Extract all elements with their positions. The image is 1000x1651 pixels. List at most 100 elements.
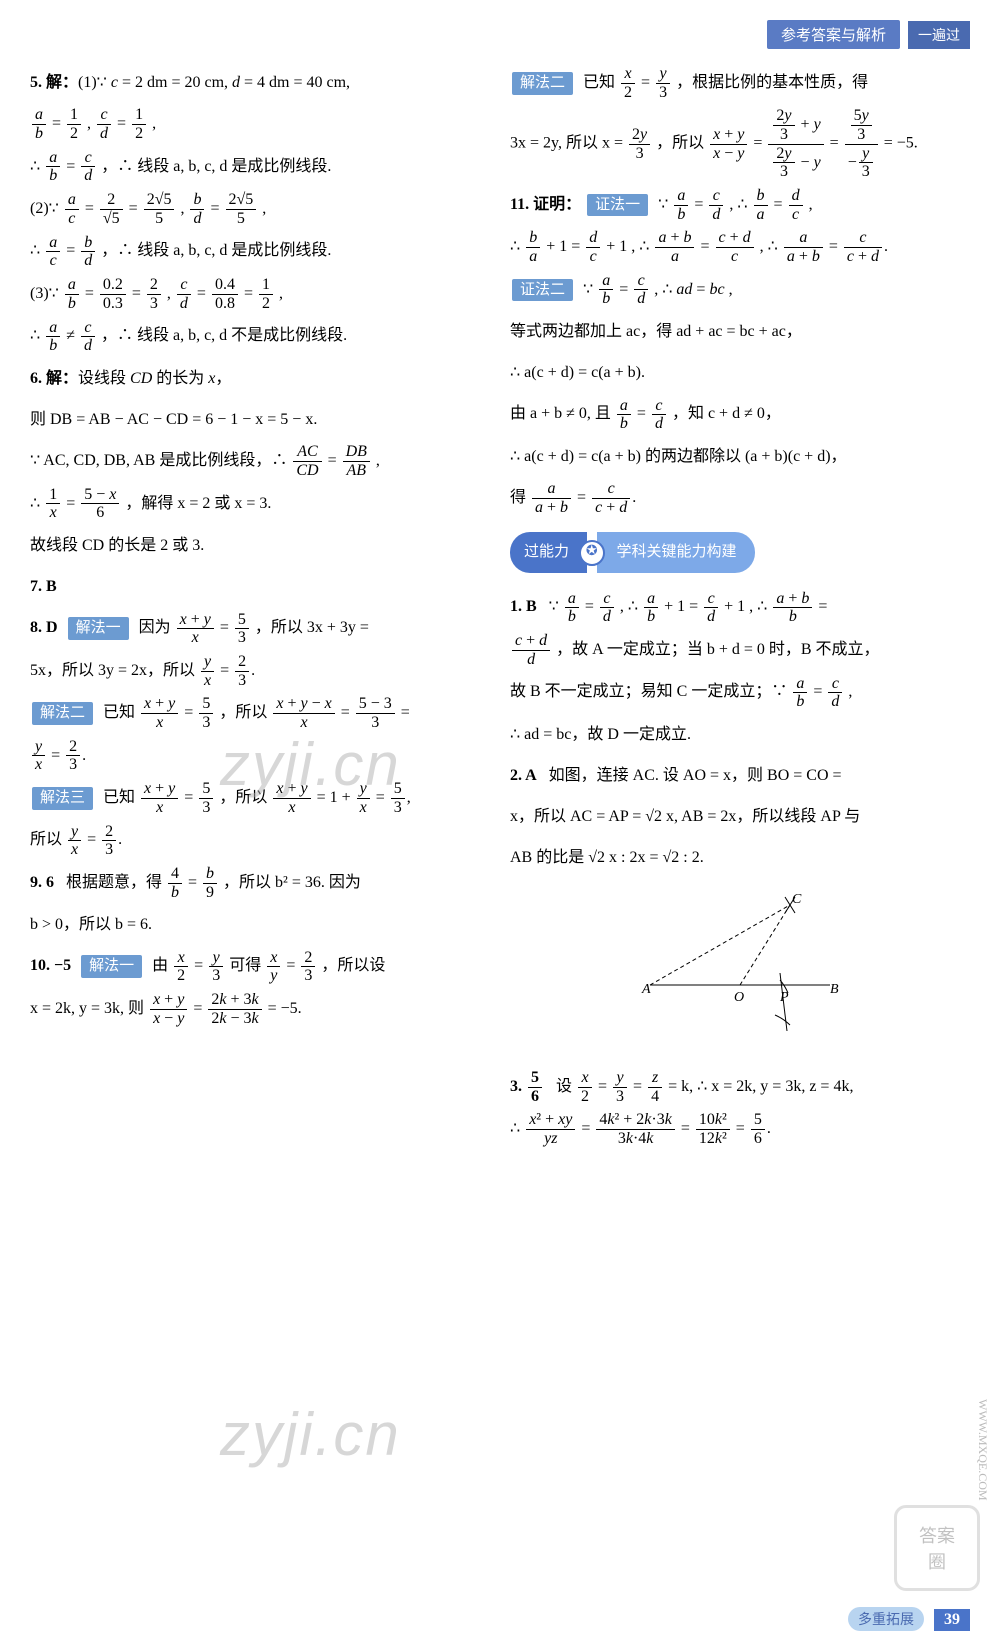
q11-p2d: 由 a + b ≠ 0, 且 ab = cd ，知 c + d ≠ 0，	[510, 396, 970, 432]
stamp-l1: 答案	[919, 1522, 955, 1548]
text: x = 2k, y = 3k, 则	[30, 1000, 144, 1017]
a1: 1. B ∵ ab = cd , ∴ ab + 1 = cd + 1 , ∴ a…	[510, 589, 970, 625]
footer-page: 39	[934, 1609, 970, 1631]
q11-p2b: 等式两边都加上 ac，得 ad + ac = bc + ac，	[510, 314, 970, 349]
q8-line2: 5x，所以 3y = 2x，所以 yx = 23.	[30, 653, 490, 689]
text: 已知	[583, 74, 615, 91]
banner-right: 学科关键能力构建	[597, 532, 755, 573]
text: ，所以	[219, 789, 267, 806]
text: ，∴ 线段 a, b, c, d 是成比例线段.	[101, 158, 331, 175]
text: ，解得 x = 2 或 x = 3.	[125, 495, 271, 512]
diagram-svg: A O P B C	[630, 885, 850, 1045]
banner-icon: ✪	[579, 540, 605, 566]
header-title: 参考答案与解析	[767, 20, 900, 49]
text: ，所以	[656, 135, 704, 152]
banner-left: 过能力	[510, 532, 587, 573]
text: 因为	[139, 619, 171, 636]
header-tab: 一遍过	[908, 21, 970, 49]
method2-tag: 解法二	[512, 72, 573, 95]
siteurl: WWW.MXQE.COM	[975, 1399, 990, 1501]
text: = k, ∴ x = 2k, y = 3k, z = 4k,	[668, 1078, 853, 1095]
label-P: P	[779, 990, 789, 1005]
q8-m2-b: yx = 23.	[30, 738, 490, 774]
text: ，故 A 一定成立；当 b + d = 0 时，B 不成立，	[556, 641, 879, 658]
q9-num: 9. 6	[30, 874, 54, 891]
method2-tag: 解法二	[32, 702, 93, 725]
text: 已知	[103, 704, 135, 721]
q5-line2: ab = 12 , cd = 12 ,	[30, 106, 490, 142]
a3-b: ∴ x² + xyyz = 4k² + 2k·3k3k·4k = 10k²12k…	[510, 1111, 970, 1147]
text: 得	[510, 489, 526, 506]
text: ，所以设	[321, 957, 385, 974]
a2: 2. A 如图，连接 AC. 设 AO = x，则 BO = CO =	[510, 758, 970, 793]
text: 已知	[103, 789, 135, 806]
q11-p2e: ∴ a(c + d) = c(a + b) 的两边都除以 (a + b)(c +…	[510, 439, 970, 474]
q11-num: 11. 证明：	[510, 196, 581, 213]
q9-b: b > 0，所以 b = 6.	[30, 907, 490, 942]
q5-line1: 5. 解：(1)∵ c = 2 dm = 20 cm, d = 4 dm = 4…	[30, 65, 490, 100]
text: 设	[556, 1078, 572, 1095]
a3: 3. 56 设 x2 = y3 = z4 = k, ∴ x = 2k, y = …	[510, 1069, 970, 1105]
label-A: A	[641, 982, 651, 997]
q8-m2: 解法二 已知 x + yx = 53 ，所以 x + y − xx = 5 − …	[30, 695, 490, 731]
a2-c: AB 的比是 √2 x : 2x = √2 : 2.	[510, 840, 970, 875]
stamp-l2: 圈	[928, 1548, 946, 1574]
q11-b: ∴ ba + 1 = dc + 1 , ∴ a + ba = c + dc , …	[510, 229, 970, 265]
watermark: zyji.cn	[220, 1400, 401, 1469]
a1-d: ∴ ad = bc，故 D 一定成立.	[510, 717, 970, 752]
text: ∵ AC, CD, DB, AB 是成比例线段，∴	[30, 452, 291, 469]
geometry-diagram: A O P B C	[510, 885, 970, 1058]
stamp-icon: 答案 圈	[894, 1505, 980, 1591]
text: ，∴ 线段 a, b, c, d 不是成比例线段.	[101, 327, 347, 344]
a1-num: 1. B	[510, 598, 537, 615]
method1-tag: 解法一	[81, 955, 142, 978]
r-m2-b: 3x = 2y, 所以 x = 2y3 ，所以 x + yx − y = 2y3…	[510, 107, 970, 180]
text: ，知 c + d ≠ 0，	[672, 405, 781, 422]
q10: 10. −5 解法一 由 x2 = y3 可得 xy = 23 ，所以设	[30, 948, 490, 984]
q8-line1: 8. D 解法一 因为 x + yx = 53 ，所以 3x + 3y =	[30, 610, 490, 646]
header: 参考答案与解析 一遍过	[30, 20, 970, 49]
text: 如图，连接 AC. 设 AO = x，则 BO = CO =	[549, 767, 842, 784]
text: ，根据比例的基本性质，得	[676, 74, 868, 91]
method1-tag: 解法一	[68, 617, 129, 640]
text: 由	[152, 957, 168, 974]
content-columns: 5. 解：(1)∵ c = 2 dm = 20 cm, d = 4 dm = 4…	[30, 59, 970, 1154]
text: 根据题意，得	[66, 874, 162, 891]
q10-num: 10. −5	[30, 957, 71, 974]
q8-num: 8. D	[30, 619, 58, 636]
proof1-tag: 证法一	[587, 194, 648, 217]
method3-tag: 解法三	[32, 787, 93, 810]
text: 故 B 不一定成立；易知 C 一定成立；∵	[510, 683, 787, 700]
q8-m3-b: 所以 yx = 23.	[30, 822, 490, 858]
label-O: O	[734, 990, 744, 1005]
q7: 7. B	[30, 569, 490, 604]
a2-num: 2. A	[510, 767, 537, 784]
label-B: B	[830, 982, 839, 997]
q5-3-line2: ∴ ab ≠ cd ，∴ 线段 a, b, c, d 不是成比例线段.	[30, 318, 490, 354]
q5-3-line1: (3)∵ ab = 0.20.3 = 23 , cd = 0.40.8 = 12…	[30, 276, 490, 312]
text: 所以	[30, 831, 62, 848]
text: ，所以 3x + 3y =	[255, 619, 369, 636]
text: 5x，所以 3y = 2x，所以	[30, 662, 195, 679]
q9: 9. 6 根据题意，得 4b = b9 ，所以 b² = 36. 因为	[30, 865, 490, 901]
q5-line3: ∴ ab = cd ，∴ 线段 a, b, c, d 是成比例线段.	[30, 149, 490, 185]
text: 可得	[229, 957, 261, 974]
q11-p2: 证法二 ∵ ab = cd , ∴ ad = bc ,	[510, 272, 970, 308]
footer: 多重拓展 39	[848, 1607, 970, 1631]
q5-2-line1: (2)∵ ac = 2√5 = 2√55 , bd = 2√55 ,	[30, 191, 490, 227]
q6-line3: ∵ AC, CD, DB, AB 是成比例线段，∴ ACCD = DBAB ,	[30, 443, 490, 479]
text: ，所以	[219, 704, 267, 721]
q8-m3: 解法三 已知 x + yx = 53 ，所以 x + yx = 1 + yx =…	[30, 780, 490, 816]
page: zyji.cn zyji.cn 参考答案与解析 一遍过 5. 解：(1)∵ c …	[0, 0, 1000, 1651]
a1-c: 故 B 不一定成立；易知 C 一定成立；∵ ab = cd ,	[510, 674, 970, 710]
proof2-tag: 证法二	[512, 279, 573, 302]
footer-label: 多重拓展	[848, 1607, 924, 1631]
q6-line2: 则 DB = AB − AC − CD = 6 − 1 − x = 5 − x.	[30, 402, 490, 437]
text: = −5.	[884, 135, 918, 152]
text: ，所以 b² = 36. 因为	[223, 874, 361, 891]
text: 由 a + b ≠ 0, 且	[510, 405, 611, 422]
a1-b: c + dd ，故 A 一定成立；当 b + d = 0 时，B 不成立，	[510, 632, 970, 668]
q6-line4: ∴ 1x = 5 − x6 ，解得 x = 2 或 x = 3.	[30, 486, 490, 522]
q11-p2f: 得 aa + b = cc + d.	[510, 480, 970, 516]
section-banner: 过能力 ✪ 学科关键能力构建	[510, 532, 755, 573]
